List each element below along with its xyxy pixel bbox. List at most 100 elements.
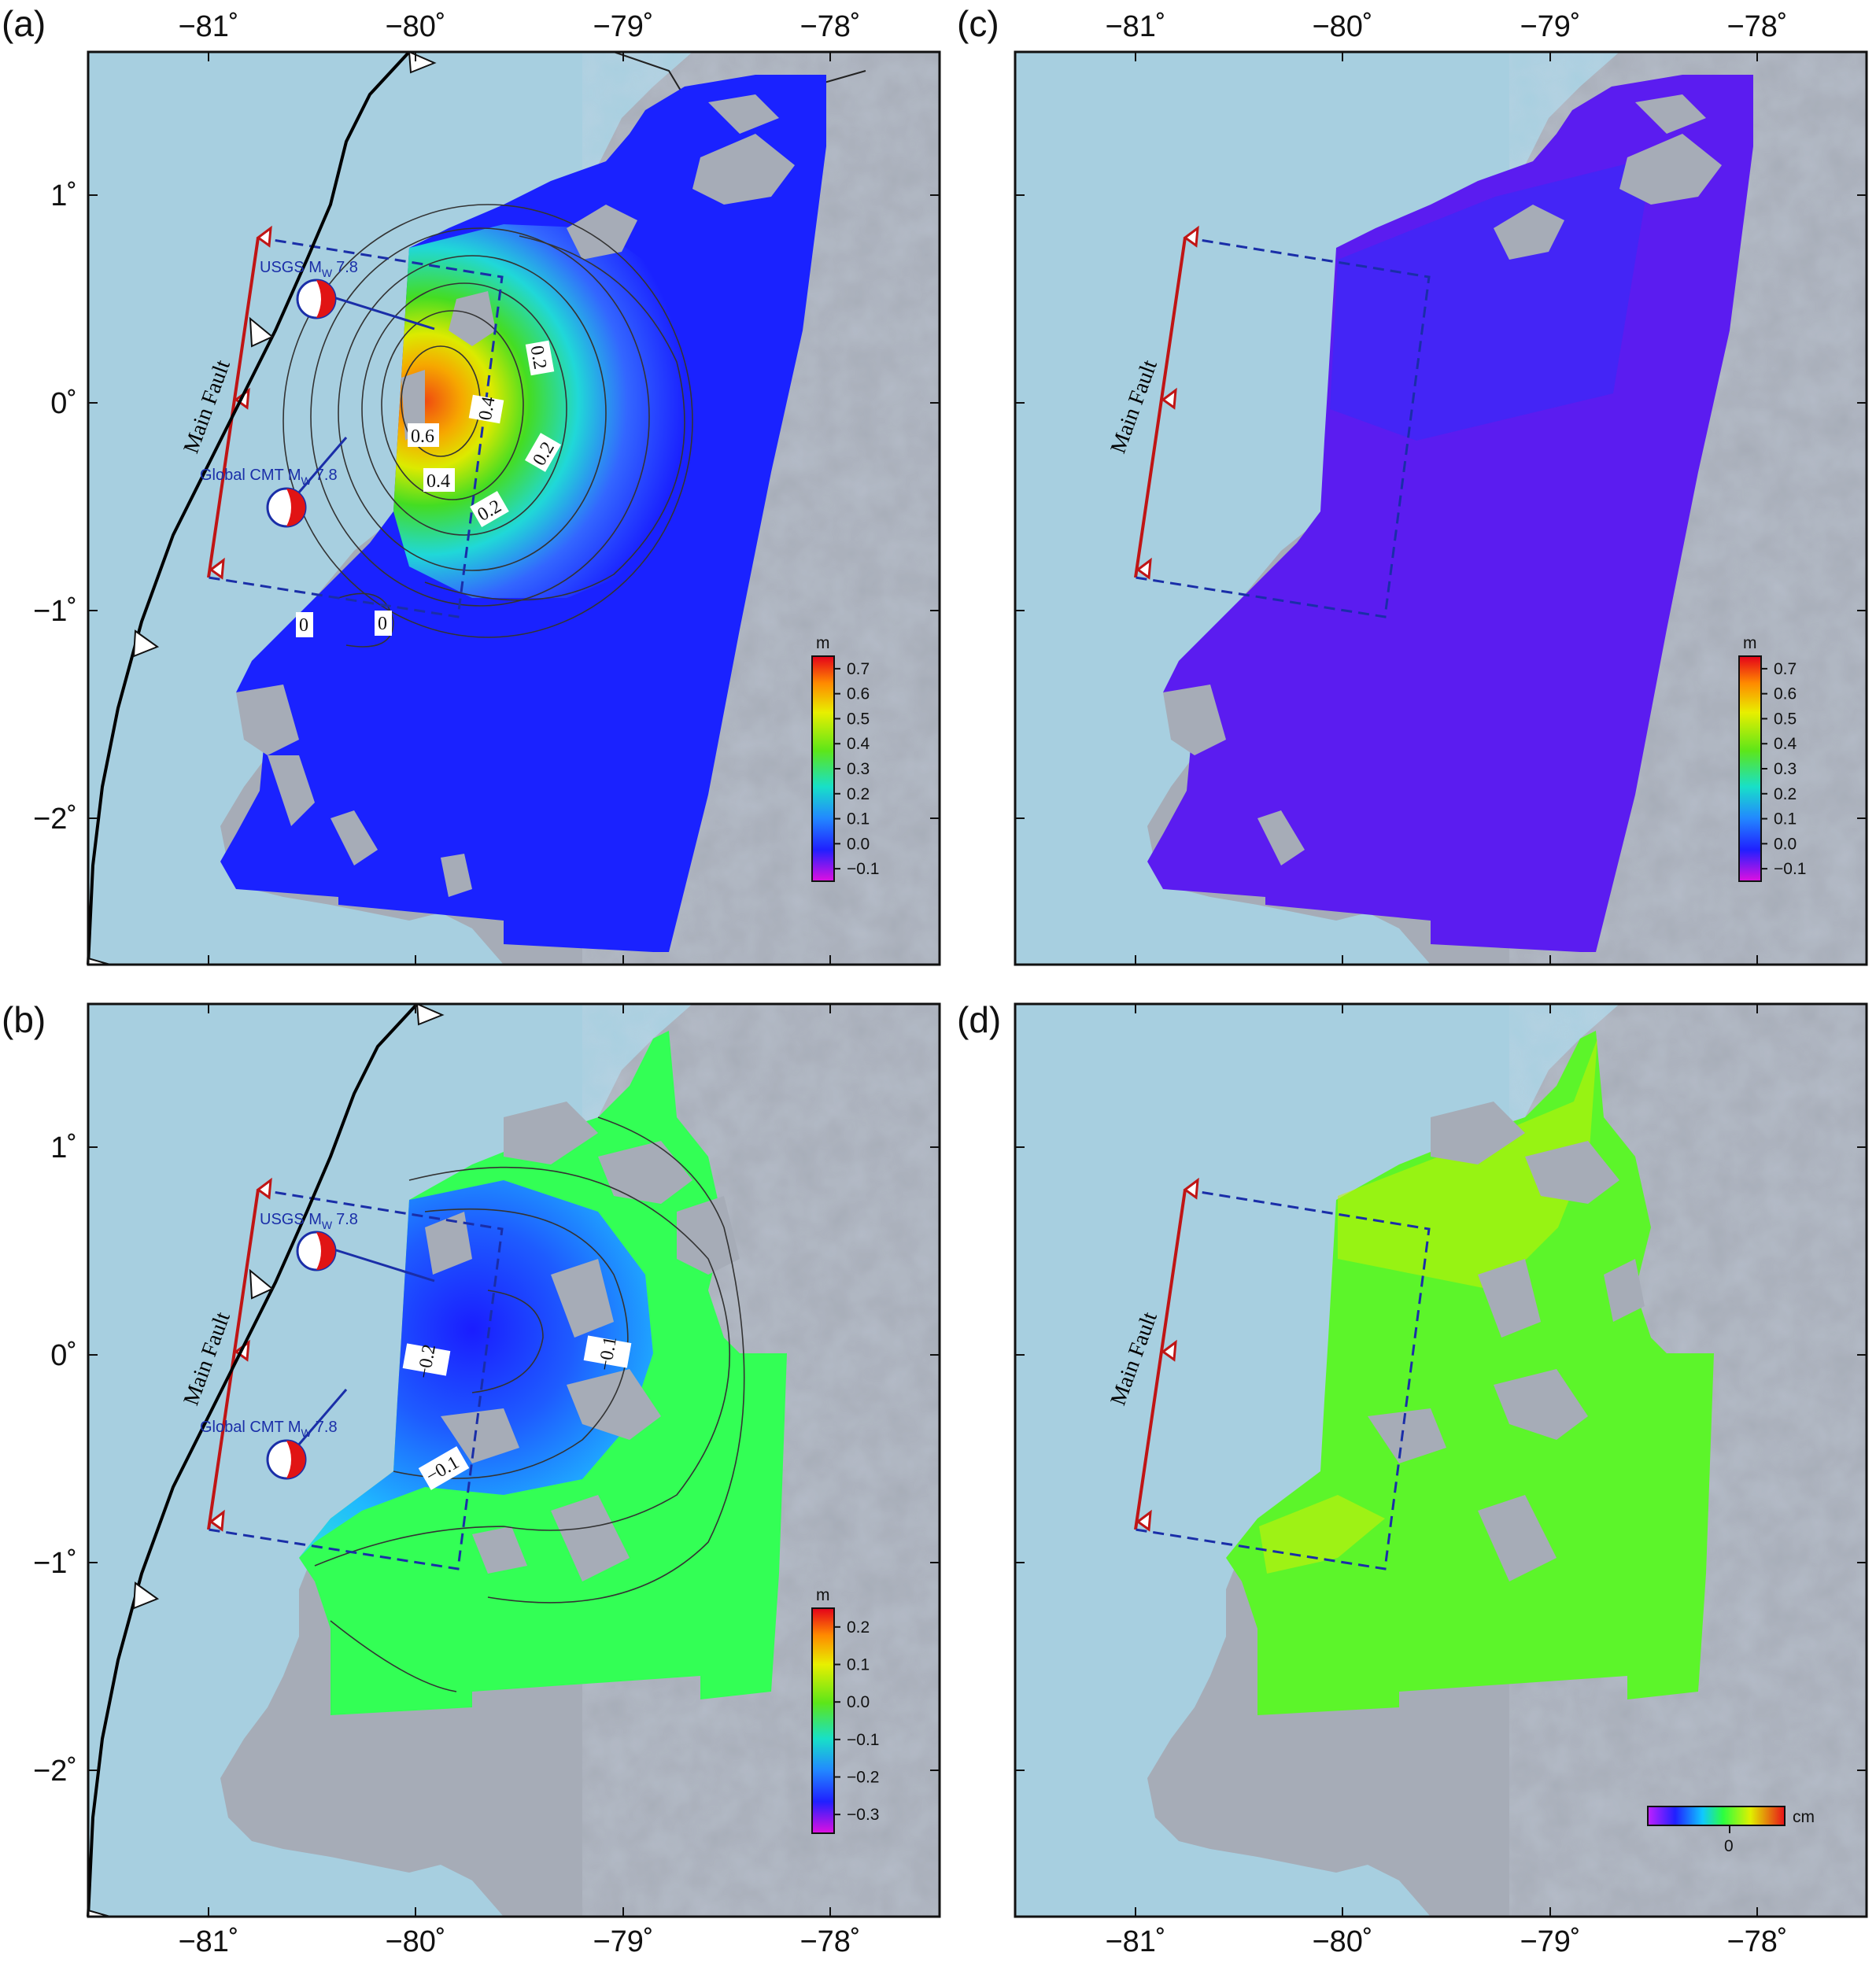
fault-trace [207, 1189, 260, 1530]
trench-teeth [87, 1002, 445, 1917]
lon-tick-label: −81˚ [1105, 10, 1165, 43]
colorbar-tick: −0.2 [847, 1769, 879, 1787]
colorbar-tick: 0.4 [1774, 735, 1797, 753]
lat-tick-label: 1˚ [50, 1131, 77, 1164]
frame [87, 50, 941, 966]
lon-tick-label: −79˚ [593, 1925, 653, 1958]
gcmt-label: Global CMT M [200, 467, 301, 484]
contour-label: 0 [378, 614, 387, 634]
fault-model [1134, 1177, 1431, 1570]
colorbar-tick: 0.1 [847, 810, 870, 829]
lon-tick-label: −79˚ [1520, 10, 1580, 43]
lat-tick-label: −1˚ [33, 595, 77, 628]
colorbar-b: m 0.2 0.1 0.0 −0.1 −0.2 −0.3 [811, 1586, 879, 1834]
lon-tick-label: −79˚ [1520, 1925, 1580, 1958]
frame [87, 1002, 941, 1918]
lon-tick-label: −81˚ [1105, 1925, 1165, 1958]
lat-tick-label: −1˚ [33, 1547, 77, 1580]
lon-tick-label: −78˚ [800, 10, 860, 43]
lat-tick-label: −2˚ [33, 1755, 77, 1788]
colorbar-tick: 0.7 [1774, 660, 1797, 678]
frame [1014, 50, 1868, 966]
fault-trace [1134, 1189, 1187, 1530]
colorbar-unit: m [816, 634, 830, 652]
colorbar-tick: 0.6 [1774, 685, 1797, 703]
lon-tick-label: −80˚ [1312, 10, 1372, 43]
colorbar-unit: m [1743, 634, 1757, 652]
fault-outline [1135, 236, 1431, 618]
colorbar-tick: 0.4 [847, 735, 870, 753]
frame [1014, 1002, 1868, 1918]
fault-trace [207, 237, 260, 578]
swath-shading [1330, 157, 1653, 441]
svg-text:USGS MW7.8: USGS MW 7.8 [260, 1211, 358, 1231]
lat-tick-label: 0˚ [50, 387, 77, 420]
usgs-mag: 7.8 [336, 1211, 358, 1228]
decorrelated-patches [1163, 94, 1722, 865]
colorbar-tick: −0.1 [847, 860, 879, 878]
colorbar-tick: 0.5 [1774, 710, 1797, 728]
lon-tick-label: −81˚ [178, 1925, 238, 1958]
lon-tick-label: −81˚ [178, 10, 238, 43]
usgs-label: USGS M [260, 259, 322, 276]
panel-d: Main Fault 0 cm −81˚ −80˚ −79˚ −78˚ [1014, 1002, 1868, 1958]
lon-tick-label: −78˚ [1726, 1925, 1787, 1958]
colorbar-tick: 0.7 [847, 660, 870, 678]
usgs-mechanism: USGS MW 7.8 [260, 259, 435, 330]
decorrelated-patches [1368, 1102, 1645, 1581]
fault-model [207, 225, 504, 618]
contour-labels: −0.2 −0.1 −0.1 [402, 1335, 632, 1490]
trench [87, 1002, 419, 1917]
svg-text:Global CMT MW7.8: Global CMT MW 7.8 [200, 467, 338, 487]
panel-label-b: (b) [2, 999, 46, 1040]
lon-tick-label: −80˚ [385, 10, 445, 43]
colorbar-tick: 0.2 [847, 1618, 870, 1637]
lat-tick-label: 0˚ [50, 1339, 77, 1372]
fault-model [1134, 225, 1431, 618]
lon-tick-label: −78˚ [1726, 10, 1787, 43]
lat-tick-label: −2˚ [33, 803, 77, 836]
fault-outline [208, 236, 504, 618]
panel-label-d: (d) [957, 999, 1001, 1040]
colorbar-tick: 0.3 [847, 760, 870, 778]
gcmt-mag: 7.8 [316, 1419, 338, 1436]
panel-b: Main Fault USGS MW 7.8 Global CMT MW 7.8 −… [33, 1002, 941, 1958]
colorbar-tick: −0.1 [847, 1731, 879, 1749]
colorbar-unit: cm [1793, 1808, 1815, 1826]
gcmt-mag: 7.8 [316, 467, 338, 484]
lat-tick-label: 1˚ [50, 179, 77, 212]
contours [283, 204, 693, 648]
gcmt-mechanism: Global CMT MW 7.8 [200, 1389, 348, 1480]
colorbar-tick: 0.1 [847, 1656, 870, 1674]
trench [87, 50, 411, 965]
decorrelated-patches [236, 94, 795, 897]
contour-label: 0 [299, 615, 308, 636]
lon-tick-label: −79˚ [593, 10, 653, 43]
usgs-label: USGS M [260, 1211, 322, 1228]
colorbar-tick: 0.1 [1774, 810, 1797, 829]
panel-a: Main Fault USGS MW 7.8 Global CMT MW 7.8 0… [33, 10, 941, 966]
svg-text:USGS MW7.8: USGS MW 7.8 [260, 259, 358, 279]
svg-text:Global CMT MW7.8: Global CMT MW 7.8 [200, 1419, 338, 1439]
lon-tick-label: −80˚ [1312, 1925, 1372, 1958]
contour-label: 0.2 [526, 344, 550, 371]
contour-label: 0.6 [411, 426, 434, 447]
lon-tick-label: −78˚ [800, 1925, 860, 1958]
panel-label-a: (a) [2, 3, 46, 44]
colorbar-tick: −0.3 [847, 1806, 879, 1824]
colorbar-tick: 0.0 [1774, 835, 1797, 853]
colorbar-a: m 0.7 0.6 0.5 0.4 0.3 0.2 0.1 0.0 −0.1 [811, 634, 879, 882]
colorbar-tick: −0.1 [1774, 860, 1806, 878]
gcmt-mechanism: Global CMT MW 7.8 [200, 437, 348, 528]
usgs-mechanism: USGS MW 7.8 [260, 1211, 435, 1282]
swath-shading [1338, 1039, 1597, 1290]
colorbar-tick: 0 [1724, 1837, 1734, 1855]
colorbar-tick: 0.2 [847, 785, 870, 803]
colorbar-tick: 0.3 [1774, 760, 1797, 778]
colorbar-tick: 0.2 [1774, 785, 1797, 803]
colorbar-tick: 0.0 [847, 1693, 870, 1711]
colorbar-tick: 0.0 [847, 835, 870, 853]
decorrelated-patches [425, 1102, 740, 1581]
panel-c: Main Fault m 0.70.60.50.40.30.20.10.0−0.… [1014, 10, 1868, 966]
